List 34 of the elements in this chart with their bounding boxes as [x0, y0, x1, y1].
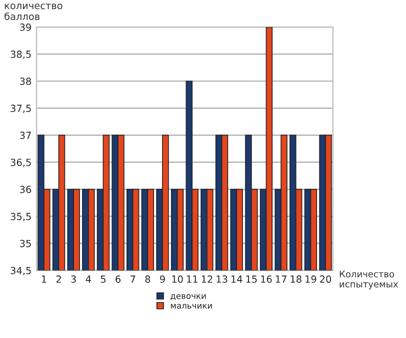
y-tick-label: 38 — [20, 78, 32, 85]
x-tick-label: 9 — [160, 275, 165, 283]
y-tick-label: 36,5 — [10, 158, 31, 168]
x-tick-label: 20 — [320, 275, 332, 283]
y-tick-label: 35 — [20, 240, 31, 248]
x-tick-label: 11 — [187, 276, 198, 283]
x-tick-label: 5 — [100, 276, 106, 283]
x-tick-label: 1 — [42, 276, 46, 283]
x-tick-label: 14 — [231, 276, 242, 283]
y-tick-label: 39 — [20, 24, 31, 31]
x-tick-label: 7 — [130, 276, 136, 283]
legend-label: девочки — [170, 294, 206, 300]
x-tick-label: 17 — [276, 276, 286, 283]
y-tick-label: 38,5 — [10, 50, 31, 59]
x-tick-label: 2 — [56, 275, 61, 283]
y-tick-label: 37,5 — [10, 104, 31, 113]
x-tick-label: 15 — [246, 276, 257, 283]
x-tick-label: 4 — [86, 276, 91, 283]
x-tick-label: 10 — [172, 275, 183, 283]
x-tick-label: 19 — [306, 275, 316, 283]
x-tick-label: 16 — [261, 275, 272, 283]
y-axis-title: количество баллов — [4, 4, 62, 20]
x-tick-label: 3 — [71, 275, 76, 283]
x-tick-label: 6 — [116, 275, 121, 283]
y-tick-label: 34,5 — [10, 266, 31, 276]
y-tick-label: 37 — [20, 132, 31, 140]
x-tick-label: 13 — [216, 275, 228, 283]
x-axis-title: Количество испытуемых — [340, 270, 398, 290]
x-tick-label: 8 — [145, 275, 150, 283]
x-tick-label: 18 — [290, 275, 302, 283]
x-tick-label: 12 — [202, 275, 212, 283]
legend-label: мальчики — [170, 304, 212, 309]
y-tick-label: 35,5 — [10, 212, 31, 222]
y-tick-label: 36 — [20, 186, 32, 194]
